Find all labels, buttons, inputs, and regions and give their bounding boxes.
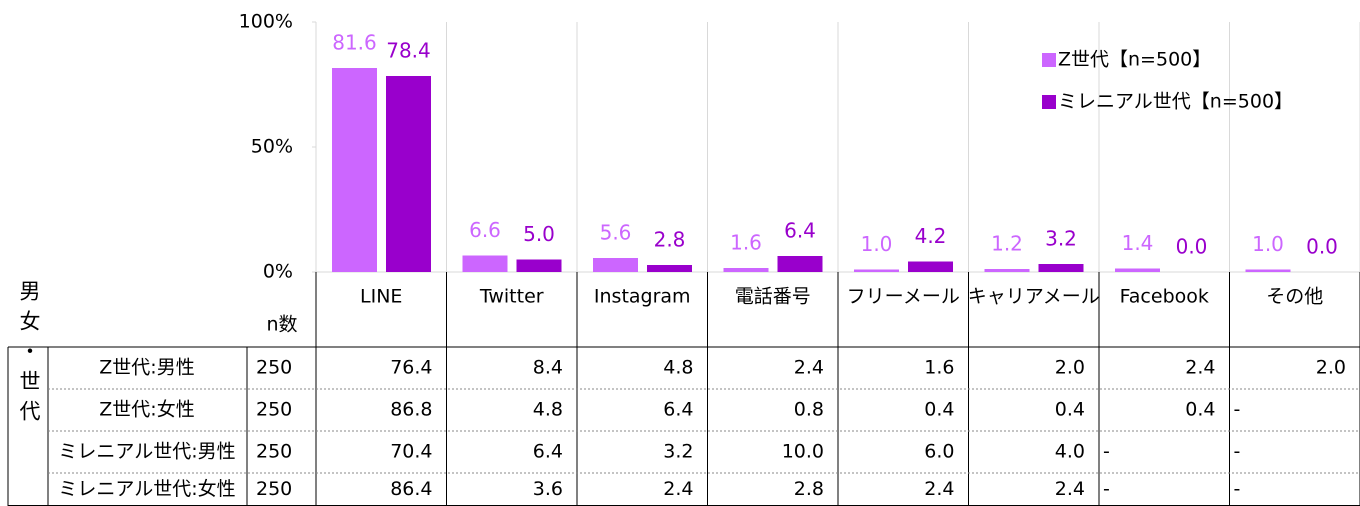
column-header: Twitter: [479, 286, 544, 308]
table-cell: 2.4: [924, 478, 954, 500]
column-header: LINE: [360, 286, 402, 308]
bar: [386, 76, 431, 272]
column-header: Facebook: [1120, 286, 1209, 308]
data-label: 6.4: [784, 219, 816, 243]
table-cell: 2.4: [1185, 357, 1215, 379]
column-header: その他: [1266, 286, 1323, 308]
table-cell: 86.4: [390, 478, 432, 500]
table-cell: 70.4: [390, 441, 432, 463]
legend-swatch: [1042, 95, 1056, 109]
table-cell: 8.4: [533, 357, 563, 379]
bar: [462, 255, 508, 272]
table-cell: 1.6: [924, 357, 954, 379]
legend-label: Z世代【n=500】: [1058, 49, 1211, 71]
table-cell: 2.0: [1316, 357, 1346, 379]
data-label: 1.0: [1252, 232, 1284, 256]
table-cell: 0.4: [1055, 399, 1085, 421]
row-label: ミレニアル世代:男性: [58, 441, 235, 463]
row-n: 250: [256, 357, 292, 379]
column-header: 電話番号: [735, 286, 811, 308]
bar: [647, 265, 692, 272]
bar: [516, 259, 562, 272]
table-cell: 6.4: [533, 441, 563, 463]
bar: [723, 268, 769, 272]
table-cell: -: [1103, 478, 1110, 500]
row-n: 250: [256, 478, 292, 500]
data-label: 6.6: [469, 218, 501, 242]
table-cell: -: [1234, 441, 1241, 463]
table-cell: 76.4: [390, 357, 432, 379]
data-label: 1.0: [861, 232, 893, 256]
n-header: n数: [266, 314, 297, 336]
table-cell: 2.8: [794, 478, 824, 500]
table-cell: 0.8: [794, 399, 824, 421]
legend-label: ミレニアル世代【n=500】: [1058, 91, 1293, 113]
data-label: 81.6: [332, 31, 377, 55]
row-label: Z世代:男性: [99, 357, 194, 379]
table-cell: 4.0: [1055, 441, 1085, 463]
table-cell: -: [1234, 478, 1241, 500]
table-cell: 3.2: [663, 441, 693, 463]
column-header: キャリアメール: [968, 286, 1100, 308]
table-cell: 6.0: [924, 441, 954, 463]
data-label: 5.0: [523, 222, 555, 246]
row-n: 250: [256, 441, 292, 463]
y-tick-label: 0%: [263, 261, 293, 283]
bar: [1115, 268, 1160, 272]
table-cell: 4.8: [533, 399, 563, 421]
table-cell: 2.4: [1055, 478, 1085, 500]
table-cell: 2.4: [663, 478, 693, 500]
table-cell: -: [1103, 441, 1110, 463]
bar: [593, 258, 638, 272]
data-label: 78.4: [386, 39, 431, 63]
row-n: 250: [256, 399, 292, 421]
data-label: 4.2: [915, 224, 947, 248]
y-tick-label: 100%: [239, 11, 293, 33]
data-label: 0.0: [1306, 235, 1338, 259]
row-label: ミレニアル世代:女性: [58, 478, 235, 500]
table-cell: 10.0: [782, 441, 824, 463]
data-label: 5.6: [600, 221, 632, 245]
bar: [984, 269, 1030, 272]
data-label: 3.2: [1045, 227, 1077, 251]
group-label: 男女・世代: [17, 280, 41, 430]
bar: [332, 68, 377, 272]
data-label: 0.0: [1176, 235, 1208, 259]
y-tick-label: 50%: [251, 136, 293, 158]
data-label: 1.6: [730, 231, 762, 255]
table-cell: 86.8: [390, 399, 432, 421]
table-cell: -: [1234, 399, 1241, 421]
table-cell: 2.0: [1055, 357, 1085, 379]
column-header: フリーメール: [847, 286, 960, 308]
legend-swatch: [1042, 53, 1056, 67]
data-label: 1.2: [991, 232, 1023, 256]
table-cell: 0.4: [1185, 399, 1215, 421]
table-cell: 3.6: [533, 478, 563, 500]
table-cell: 0.4: [924, 399, 954, 421]
bar: [1245, 269, 1291, 272]
column-header: Instagram: [594, 286, 691, 308]
table-cell: 4.8: [663, 357, 693, 379]
table-cell: 6.4: [663, 399, 693, 421]
row-label: Z世代:女性: [99, 399, 194, 421]
bar: [908, 261, 953, 272]
data-label: 1.4: [1122, 231, 1154, 255]
data-label: 2.8: [654, 228, 686, 252]
table-cell: 2.4: [794, 357, 824, 379]
bar: [854, 269, 899, 272]
bar: [777, 256, 823, 272]
bar: [1038, 264, 1084, 272]
